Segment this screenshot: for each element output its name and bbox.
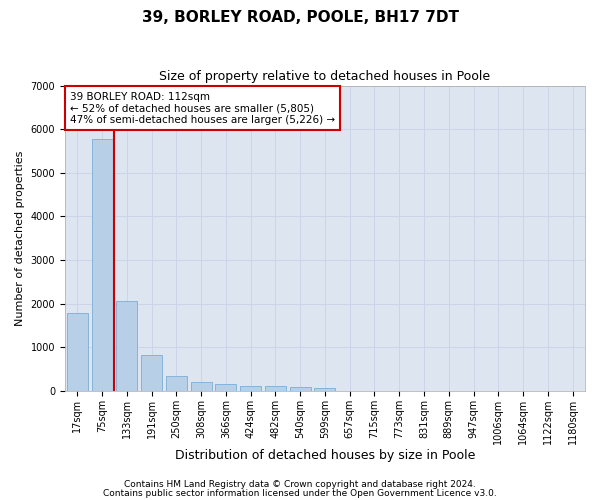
Bar (265, 386, 286, 391)
Bar (191, 382, 212, 391)
Text: Contains public sector information licensed under the Open Government Licence v3: Contains public sector information licen… (103, 488, 497, 498)
Bar (240, 386, 261, 391)
Bar (67, 313, 88, 391)
Bar (116, 301, 137, 391)
Y-axis label: Number of detached properties: Number of detached properties (15, 150, 25, 326)
Title: Size of property relative to detached houses in Poole: Size of property relative to detached ho… (160, 70, 491, 83)
Text: Contains HM Land Registry data © Crown copyright and database right 2024.: Contains HM Land Registry data © Crown c… (124, 480, 476, 489)
Text: 39 BORLEY ROAD: 112sqm
← 52% of detached houses are smaller (5,805)
47% of semi-: 39 BORLEY ROAD: 112sqm ← 52% of detached… (70, 92, 335, 125)
X-axis label: Distribution of detached houses by size in Poole: Distribution of detached houses by size … (175, 450, 475, 462)
Bar (314, 388, 335, 391)
Bar (290, 386, 311, 391)
Bar (166, 376, 187, 391)
Text: 39, BORLEY ROAD, POOLE, BH17 7DT: 39, BORLEY ROAD, POOLE, BH17 7DT (142, 10, 458, 25)
Bar (92, 139, 113, 391)
Bar (141, 355, 162, 391)
Bar (215, 384, 236, 391)
